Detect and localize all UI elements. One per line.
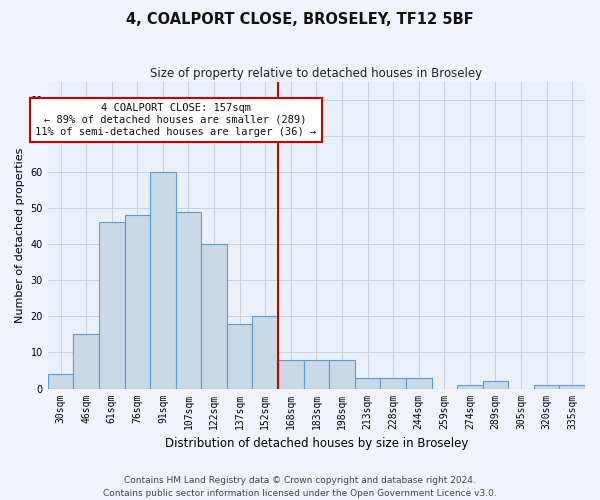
- Bar: [125, 216, 150, 388]
- Bar: [559, 385, 585, 388]
- Y-axis label: Number of detached properties: Number of detached properties: [15, 148, 25, 323]
- Bar: [150, 172, 176, 388]
- Bar: [48, 374, 73, 388]
- Bar: [73, 334, 99, 388]
- Bar: [457, 385, 482, 388]
- Title: Size of property relative to detached houses in Broseley: Size of property relative to detached ho…: [151, 68, 482, 80]
- Bar: [201, 244, 227, 388]
- Bar: [227, 324, 253, 388]
- Text: 4 COALPORT CLOSE: 157sqm
← 89% of detached houses are smaller (289)
11% of semi-: 4 COALPORT CLOSE: 157sqm ← 89% of detach…: [35, 104, 316, 136]
- Bar: [99, 222, 125, 388]
- Bar: [176, 212, 201, 388]
- X-axis label: Distribution of detached houses by size in Broseley: Distribution of detached houses by size …: [165, 437, 468, 450]
- Bar: [329, 360, 355, 388]
- Bar: [380, 378, 406, 388]
- Bar: [355, 378, 380, 388]
- Text: 4, COALPORT CLOSE, BROSELEY, TF12 5BF: 4, COALPORT CLOSE, BROSELEY, TF12 5BF: [126, 12, 474, 28]
- Bar: [253, 316, 278, 388]
- Text: Contains HM Land Registry data © Crown copyright and database right 2024.
Contai: Contains HM Land Registry data © Crown c…: [103, 476, 497, 498]
- Bar: [406, 378, 431, 388]
- Bar: [534, 385, 559, 388]
- Bar: [304, 360, 329, 388]
- Bar: [278, 360, 304, 388]
- Bar: [482, 382, 508, 388]
